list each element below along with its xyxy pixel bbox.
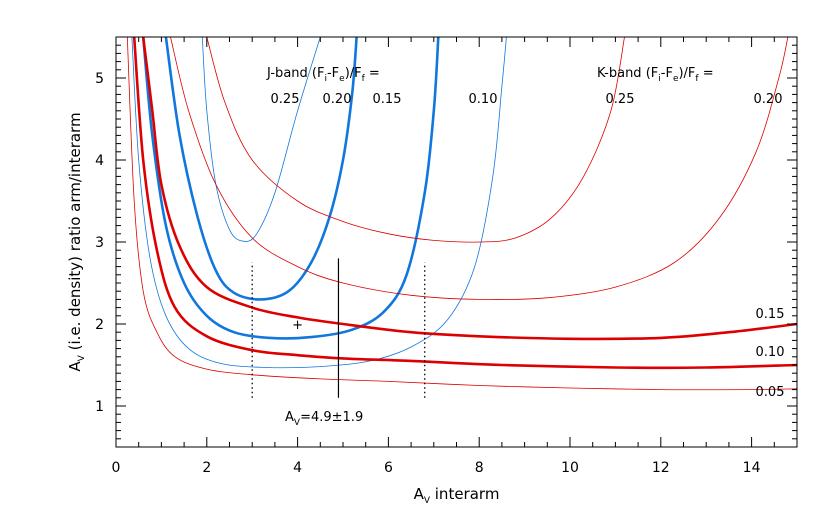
x-tick-label: 14 <box>743 460 761 476</box>
kband-curve-label: 0.10 <box>756 345 785 360</box>
y-tick-label: 4 <box>95 153 104 169</box>
jband-level-label: 0.15 <box>373 92 402 107</box>
kband-curve-010 <box>132 37 797 370</box>
jband-curve-025 <box>201 37 321 242</box>
curves-group <box>126 37 797 391</box>
jband-curve-020 <box>164 37 358 301</box>
jband-level-label: 0.10 <box>469 92 498 107</box>
jband-curve-010 <box>131 37 507 369</box>
kband-curve-025 <box>206 37 625 243</box>
x-axis-title: AV interarm <box>414 485 500 506</box>
jband-curve-015 <box>141 37 440 340</box>
kband-curve-label: 0.15 <box>756 307 785 322</box>
x-tick-label: 4 <box>293 460 302 476</box>
y-tick-label: 5 <box>95 71 104 87</box>
axes-group <box>115 36 798 448</box>
x-tick-label: 2 <box>202 460 211 476</box>
av-estimate-label: AV=4.9±1.9 <box>285 410 363 428</box>
jband-header: J-band (Fi-Fe)/Ff = <box>266 66 380 84</box>
kband-curve-005 <box>126 37 797 391</box>
y-axis-title: AV (i.e. density) ratio arm/interarm <box>66 112 87 371</box>
x-tick-label: 8 <box>475 460 484 476</box>
x-tick-label: 0 <box>112 460 121 476</box>
kband-curve-label: 0.05 <box>756 385 785 400</box>
kband-level-label: 0.20 <box>754 92 783 107</box>
y-tick-label: 3 <box>95 235 104 251</box>
x-tick-label: 6 <box>384 460 393 476</box>
kband-level-label: 0.25 <box>606 92 635 107</box>
y-tick-label: 2 <box>95 317 104 333</box>
kband-curve-020 <box>170 37 789 301</box>
kband-curve-015 <box>141 37 797 341</box>
x-tick-label: 12 <box>652 460 670 476</box>
vertical-lines-group <box>251 258 426 398</box>
jband-level-label: 0.25 <box>271 92 300 107</box>
kband-header: K-band (Fi-Fe)/Ff = <box>597 66 714 84</box>
jband-level-label: 0.20 <box>323 92 352 107</box>
x-tick-label: 10 <box>561 460 579 476</box>
best-fit-marker: + <box>292 318 303 333</box>
y-tick-label: 1 <box>95 399 104 415</box>
